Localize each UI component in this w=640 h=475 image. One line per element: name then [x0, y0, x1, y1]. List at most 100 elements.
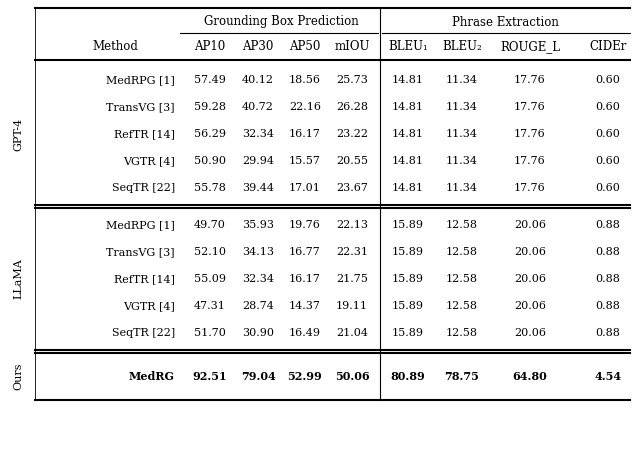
Text: 16.17: 16.17 — [289, 129, 321, 139]
Text: 21.04: 21.04 — [336, 328, 368, 338]
Text: 15.89: 15.89 — [392, 247, 424, 257]
Text: 11.34: 11.34 — [446, 102, 478, 112]
Text: 47.31: 47.31 — [194, 301, 226, 311]
Text: 51.70: 51.70 — [194, 328, 226, 338]
Text: 50.90: 50.90 — [194, 156, 226, 166]
Text: 11.34: 11.34 — [446, 156, 478, 166]
Text: RefTR [14]: RefTR [14] — [114, 274, 175, 284]
Text: 20.55: 20.55 — [336, 156, 368, 166]
Text: 92.51: 92.51 — [193, 370, 227, 381]
Text: 20.06: 20.06 — [514, 328, 546, 338]
Text: AP50: AP50 — [289, 40, 321, 54]
Text: 40.12: 40.12 — [242, 75, 274, 85]
Text: 14.81: 14.81 — [392, 183, 424, 193]
Text: 16.49: 16.49 — [289, 328, 321, 338]
Text: 21.75: 21.75 — [336, 274, 368, 284]
Text: VGTR [4]: VGTR [4] — [123, 301, 175, 311]
Text: 0.60: 0.60 — [596, 129, 620, 139]
Text: ROUGE_L: ROUGE_L — [500, 40, 560, 54]
Text: 15.89: 15.89 — [392, 301, 424, 311]
Text: CIDEr: CIDEr — [589, 40, 627, 54]
Text: RefTR [14]: RefTR [14] — [114, 129, 175, 139]
Text: 14.81: 14.81 — [392, 129, 424, 139]
Text: 15.57: 15.57 — [289, 156, 321, 166]
Text: 17.76: 17.76 — [514, 156, 546, 166]
Text: 0.88: 0.88 — [596, 328, 620, 338]
Text: 78.75: 78.75 — [445, 370, 479, 381]
Text: MedRPG [1]: MedRPG [1] — [106, 220, 175, 230]
Text: GPT-4: GPT-4 — [13, 117, 23, 151]
Text: 0.88: 0.88 — [596, 274, 620, 284]
Text: 22.16: 22.16 — [289, 102, 321, 112]
Text: 17.01: 17.01 — [289, 183, 321, 193]
Text: 14.81: 14.81 — [392, 156, 424, 166]
Text: Phrase Extraction: Phrase Extraction — [452, 16, 559, 28]
Text: 0.60: 0.60 — [596, 75, 620, 85]
Text: TransVG [3]: TransVG [3] — [106, 247, 175, 257]
Text: Method: Method — [92, 40, 138, 54]
Text: 39.44: 39.44 — [242, 183, 274, 193]
Text: 28.74: 28.74 — [242, 301, 274, 311]
Text: 14.37: 14.37 — [289, 301, 321, 311]
Text: 59.28: 59.28 — [194, 102, 226, 112]
Text: 0.88: 0.88 — [596, 247, 620, 257]
Text: AP30: AP30 — [243, 40, 274, 54]
Text: 15.89: 15.89 — [392, 274, 424, 284]
Text: 20.06: 20.06 — [514, 247, 546, 257]
Text: 40.72: 40.72 — [242, 102, 274, 112]
Text: 34.13: 34.13 — [242, 247, 274, 257]
Text: 52.10: 52.10 — [194, 247, 226, 257]
Text: 50.06: 50.06 — [335, 370, 369, 381]
Text: 57.49: 57.49 — [194, 75, 226, 85]
Text: 11.34: 11.34 — [446, 129, 478, 139]
Text: 20.06: 20.06 — [514, 220, 546, 230]
Text: 16.77: 16.77 — [289, 247, 321, 257]
Text: 14.81: 14.81 — [392, 102, 424, 112]
Text: 22.13: 22.13 — [336, 220, 368, 230]
Text: 12.58: 12.58 — [446, 301, 478, 311]
Text: 12.58: 12.58 — [446, 220, 478, 230]
Text: 0.60: 0.60 — [596, 156, 620, 166]
Text: TransVG [3]: TransVG [3] — [106, 102, 175, 112]
Text: 55.09: 55.09 — [194, 274, 226, 284]
Text: 26.28: 26.28 — [336, 102, 368, 112]
Text: 17.76: 17.76 — [514, 183, 546, 193]
Text: 14.81: 14.81 — [392, 75, 424, 85]
Text: 15.89: 15.89 — [392, 220, 424, 230]
Text: 12.58: 12.58 — [446, 328, 478, 338]
Text: 12.58: 12.58 — [446, 274, 478, 284]
Text: 12.58: 12.58 — [446, 247, 478, 257]
Text: 22.31: 22.31 — [336, 247, 368, 257]
Text: 18.56: 18.56 — [289, 75, 321, 85]
Text: 32.34: 32.34 — [242, 129, 274, 139]
Text: 17.76: 17.76 — [514, 129, 546, 139]
Text: 25.73: 25.73 — [336, 75, 368, 85]
Text: 55.78: 55.78 — [194, 183, 226, 193]
Text: 0.88: 0.88 — [596, 220, 620, 230]
Text: 64.80: 64.80 — [513, 370, 547, 381]
Text: MedRG: MedRG — [129, 370, 175, 381]
Text: 4.54: 4.54 — [595, 370, 621, 381]
Text: Grounding Box Prediction: Grounding Box Prediction — [204, 16, 358, 28]
Text: LLaMA: LLaMA — [13, 258, 23, 299]
Text: 0.60: 0.60 — [596, 102, 620, 112]
Text: 16.17: 16.17 — [289, 274, 321, 284]
Text: AP10: AP10 — [195, 40, 226, 54]
Text: 23.67: 23.67 — [336, 183, 368, 193]
Text: 15.89: 15.89 — [392, 328, 424, 338]
Text: 52.99: 52.99 — [287, 370, 323, 381]
Text: 0.88: 0.88 — [596, 301, 620, 311]
Text: BLEU₂: BLEU₂ — [442, 40, 482, 54]
Text: 80.89: 80.89 — [390, 370, 426, 381]
Text: 23.22: 23.22 — [336, 129, 368, 139]
Text: 30.90: 30.90 — [242, 328, 274, 338]
Text: 11.34: 11.34 — [446, 183, 478, 193]
Text: 56.29: 56.29 — [194, 129, 226, 139]
Text: 19.11: 19.11 — [336, 301, 368, 311]
Text: 19.76: 19.76 — [289, 220, 321, 230]
Text: 20.06: 20.06 — [514, 301, 546, 311]
Text: SeqTR [22]: SeqTR [22] — [112, 183, 175, 193]
Text: 32.34: 32.34 — [242, 274, 274, 284]
Text: 35.93: 35.93 — [242, 220, 274, 230]
Text: Ours: Ours — [13, 362, 23, 390]
